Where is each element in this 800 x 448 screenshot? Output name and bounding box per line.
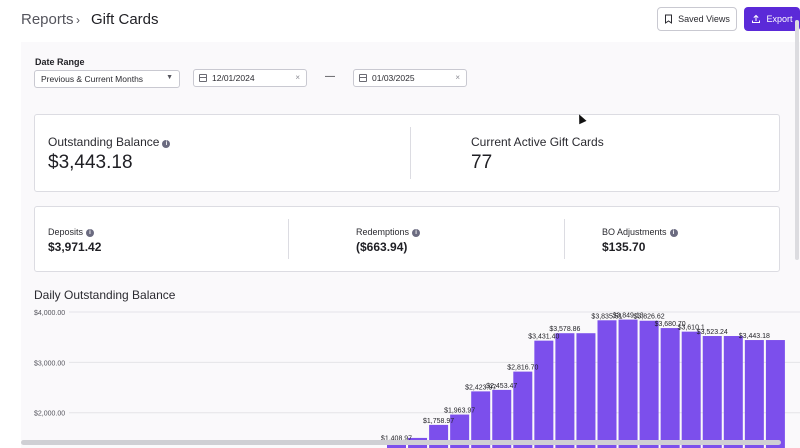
- horizontal-scrollbar[interactable]: [21, 440, 781, 445]
- info-icon[interactable]: i: [412, 229, 421, 237]
- chevron-right-icon: ›: [76, 13, 80, 27]
- info-icon[interactable]: i: [162, 140, 171, 148]
- bo-adjustments-value: $135.70: [602, 240, 646, 254]
- chart-bar[interactable]: [618, 319, 638, 448]
- y-tick-label: $3,000.00: [34, 360, 65, 367]
- chart-bar[interactable]: [534, 340, 554, 448]
- active-gift-cards-label: Current Active Gift Cards: [471, 135, 604, 149]
- active-gift-cards-value: 77: [471, 152, 493, 173]
- bar-data-label: $3,680.70: [655, 321, 686, 328]
- chart-bar[interactable]: [744, 340, 764, 448]
- chart-bar[interactable]: [597, 320, 617, 448]
- divider: [288, 219, 289, 259]
- outstanding-balance-value: $3,443.18: [48, 152, 133, 173]
- calendar-icon: [359, 74, 367, 82]
- bar-data-label: $3,849.13: [612, 313, 643, 320]
- report-content: Date Range Previous & Current Months ▼ 1…: [21, 42, 800, 448]
- deposits-label: Deposits i: [48, 227, 95, 237]
- date-range-label: Date Range: [35, 57, 85, 67]
- info-icon[interactable]: i: [669, 229, 678, 237]
- bar-data-label: $1,963.97: [444, 408, 475, 415]
- date-range-select[interactable]: Previous & Current Months ▼: [34, 70, 180, 88]
- chart-bar[interactable]: [765, 340, 785, 448]
- y-tick-label: $2,000.00: [34, 411, 65, 418]
- date-separator: —: [325, 71, 335, 82]
- chart-bar[interactable]: [513, 371, 533, 448]
- clear-end-date-icon[interactable]: ×: [455, 73, 460, 82]
- start-date-value: 12/01/2024: [212, 73, 255, 83]
- chart-bar[interactable]: [492, 389, 512, 448]
- bar-data-label: $3,610.1: [678, 325, 705, 332]
- page-title: Gift Cards: [91, 11, 159, 28]
- metrics-card: Deposits i $3,971.42 Redemptions i ($663.9…: [34, 206, 780, 272]
- date-range-value: Previous & Current Months: [41, 74, 144, 84]
- bar-data-label: $2,816.70: [507, 365, 538, 372]
- divider: [410, 127, 411, 179]
- bar-data-label: $3,578.86: [549, 326, 580, 333]
- bar-data-label: $3,443.18: [739, 333, 770, 340]
- vertical-scrollbar[interactable]: [795, 20, 799, 260]
- chart-bar[interactable]: [555, 333, 575, 448]
- redemptions-value: ($663.94): [356, 240, 408, 254]
- deposits-value: $3,971.42: [48, 240, 102, 254]
- chart-bar[interactable]: [639, 320, 659, 448]
- bar-data-label: $2,453.47: [486, 383, 517, 390]
- chart-bar[interactable]: [450, 414, 470, 448]
- saved-views-label: Saved Views: [678, 14, 730, 24]
- chart-bar[interactable]: [681, 331, 701, 448]
- bar-data-label: $2,423.97: [465, 384, 496, 391]
- chart-bar[interactable]: [576, 333, 596, 448]
- daily-balance-chart: $2,000.00 $3,000.00 $4,000.00 $1,408.97 $1,7…: [34, 310, 800, 448]
- chart-bar[interactable]: [660, 328, 680, 448]
- calendar-icon: [199, 74, 207, 82]
- upload-icon: [752, 14, 761, 23]
- y-tick-label: $4,000.00: [34, 310, 65, 317]
- bar-data-label: $1,758.97: [423, 418, 454, 425]
- bar-data-label: $3,431.40: [528, 334, 559, 341]
- chart-title: Daily Outstanding Balance: [34, 288, 176, 302]
- chevron-down-icon: ▼: [166, 74, 173, 81]
- bo-adjustments-label: BO Adjustments i: [602, 227, 678, 237]
- divider: [564, 219, 565, 259]
- end-date-value: 01/03/2025: [372, 73, 415, 83]
- export-button[interactable]: Export: [744, 7, 800, 31]
- export-label: Export: [766, 14, 793, 24]
- chart-bar[interactable]: [723, 336, 743, 448]
- outstanding-balance-label: Outstanding Balance i: [48, 135, 171, 149]
- breadcrumb-reports-link[interactable]: Reports: [21, 11, 74, 28]
- chart-bar[interactable]: [471, 391, 491, 448]
- info-icon[interactable]: i: [86, 229, 95, 237]
- bar-data-label: $3,523.24: [697, 329, 728, 336]
- top-bar: Reports › Gift Cards Saved Views Export: [0, 0, 800, 40]
- clear-start-date-icon[interactable]: ×: [295, 73, 300, 82]
- saved-views-button[interactable]: Saved Views: [657, 7, 737, 31]
- bar-data-label: $3,835.51: [591, 313, 622, 320]
- bar-data-label: $3,826.62: [634, 314, 665, 321]
- redemptions-label: Redemptions i: [356, 227, 421, 237]
- summary-card: Outstanding Balance i $3,443.18 Current A…: [34, 114, 780, 192]
- chart-bar[interactable]: [387, 442, 406, 448]
- start-date-input[interactable]: 12/01/2024 ×: [193, 69, 307, 87]
- bookmark-icon: [665, 14, 673, 24]
- bar-data-label: $1,408.97: [381, 436, 412, 443]
- end-date-input[interactable]: 01/03/2025 ×: [353, 69, 467, 87]
- chart-bar[interactable]: [702, 336, 722, 448]
